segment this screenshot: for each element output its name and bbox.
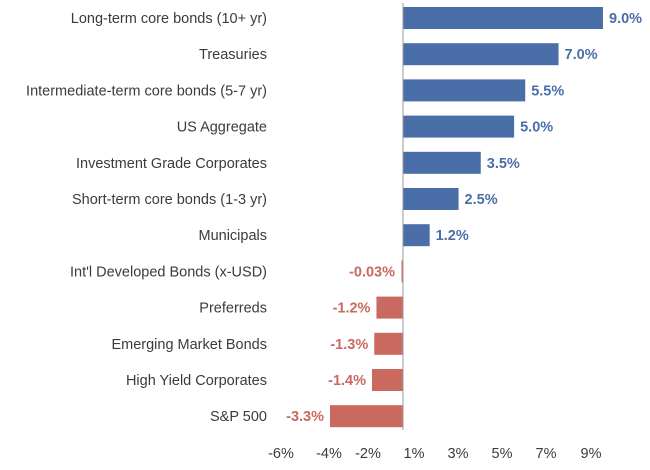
category-label: Int'l Developed Bonds (x-USD)	[70, 264, 267, 280]
value-label: 7.0%	[565, 47, 598, 63]
bar	[403, 43, 559, 66]
value-label: 9.0%	[609, 11, 642, 27]
x-tick-label: 7%	[536, 446, 557, 462]
category-label: High Yield Corporates	[126, 373, 267, 389]
value-label: -1.4%	[328, 373, 366, 389]
x-tick-label: 9%	[581, 446, 602, 462]
bar	[403, 188, 459, 210]
category-label: Long-term core bonds (10+ yr)	[71, 11, 267, 27]
value-label: 5.0%	[520, 120, 553, 136]
value-labels: 9.0% 7.0% 5.5% 5.0% 3.5% 2.5% 1.2% -0.03% -1.2% -…	[286, 11, 642, 425]
category-label: Intermediate-term core bonds (5-7 yr)	[26, 83, 267, 99]
value-label: -3.3%	[286, 409, 324, 425]
bar	[403, 7, 603, 29]
x-tick-label: -4%	[316, 446, 342, 462]
x-tick-label: -6%	[268, 446, 294, 462]
bar	[403, 151, 481, 174]
value-label: 2.5%	[465, 192, 498, 208]
category-label: Municipals	[199, 228, 268, 244]
bar	[376, 296, 403, 319]
value-label: 5.5%	[531, 83, 564, 99]
value-label: -0.03%	[349, 264, 395, 280]
value-label: 3.5%	[487, 156, 520, 172]
value-label: -1.3%	[330, 337, 368, 353]
value-label: -1.2%	[333, 301, 371, 317]
category-label: Treasuries	[199, 47, 267, 63]
x-axis-ticks: -6% -4% -2% 1% 3% 5% 7% 9%	[268, 446, 601, 462]
category-label: S&P 500	[210, 409, 267, 425]
x-tick-label: -2%	[355, 446, 381, 462]
bar	[330, 405, 403, 428]
bars	[330, 7, 603, 428]
category-label: US Aggregate	[177, 120, 267, 136]
category-label: Preferreds	[199, 301, 267, 317]
bar	[403, 79, 526, 102]
category-label: Short-term core bonds (1-3 yr)	[72, 192, 267, 208]
x-tick-label: 5%	[492, 446, 513, 462]
category-labels: Long-term core bonds (10+ yr) Treasuries I…	[26, 11, 267, 425]
x-tick-label: 1%	[404, 446, 425, 462]
category-label: Investment Grade Corporates	[76, 156, 267, 172]
bar	[403, 115, 515, 138]
bar	[372, 369, 403, 391]
x-tick-label: 3%	[448, 446, 469, 462]
value-label: 1.2%	[436, 228, 469, 244]
bar	[403, 224, 430, 247]
bar	[374, 332, 403, 355]
category-label: Emerging Market Bonds	[111, 337, 267, 353]
bar	[401, 260, 403, 283]
